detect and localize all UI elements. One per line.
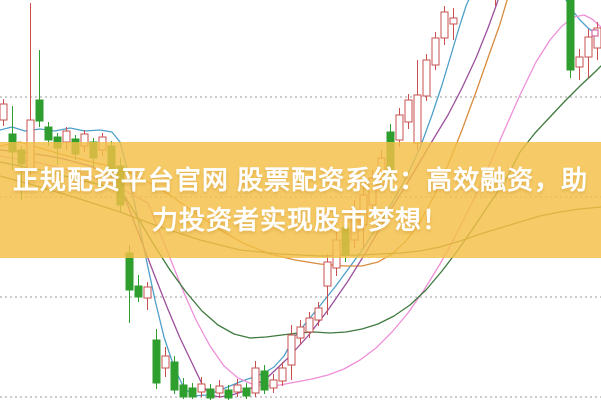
candle-body-down [152, 339, 161, 384]
candle-body-up [251, 367, 260, 394]
candle-body-up [62, 130, 71, 143]
candle-body-down [170, 361, 179, 391]
candle-body-up [440, 11, 449, 39]
last-point-marker [591, 29, 599, 37]
candle-body-down [566, 0, 575, 71]
candle-body-up [296, 326, 305, 339]
promo-banner-line1: 正规配资平台官网 股票配资系统：高效融资，助 [12, 165, 589, 195]
candle-body-up [197, 383, 206, 393]
candle-body-down [260, 370, 269, 391]
candle-body-down [125, 252, 134, 291]
candle-body-down [188, 387, 197, 398]
candle-body-up [413, 94, 422, 144]
candle-body-up [395, 114, 404, 141]
candle-body-up [449, 17, 458, 25]
candle-body-down [179, 384, 188, 398]
candle-body-down [206, 388, 215, 399]
candle-body-up [575, 56, 584, 68]
candle-body-up [161, 355, 170, 369]
promo-banner-line2: 力投资者实现股市梦想！ [151, 205, 449, 235]
candle-body-down [134, 285, 143, 298]
candle-body-up [269, 379, 278, 389]
candle-body-up [278, 367, 287, 382]
candle-body-up [404, 99, 413, 123]
candle-body-up [287, 334, 296, 366]
candle-body-up [314, 307, 323, 321]
candle-body-down [44, 126, 53, 141]
candle-body-down [35, 99, 44, 122]
ma-pink [0, 14, 601, 387]
candle-body-up [323, 261, 332, 287]
candle-body-up [0, 103, 8, 121]
candle-body-up [305, 317, 314, 333]
candle-body-up [143, 286, 152, 299]
candle-body-up [215, 385, 224, 394]
candle-body-up [431, 37, 440, 66]
candle-body-down [242, 387, 251, 397]
candle-body-down [224, 389, 233, 399]
promo-banner: 正规配资平台官网 股票配资系统：高效融资，助 力投资者实现股市梦想！ [0, 142, 601, 258]
candle-body-up [584, 36, 593, 58]
candle-body-up [422, 59, 431, 97]
candle-body-up [233, 384, 242, 393]
candle-body-up [593, 27, 601, 49]
